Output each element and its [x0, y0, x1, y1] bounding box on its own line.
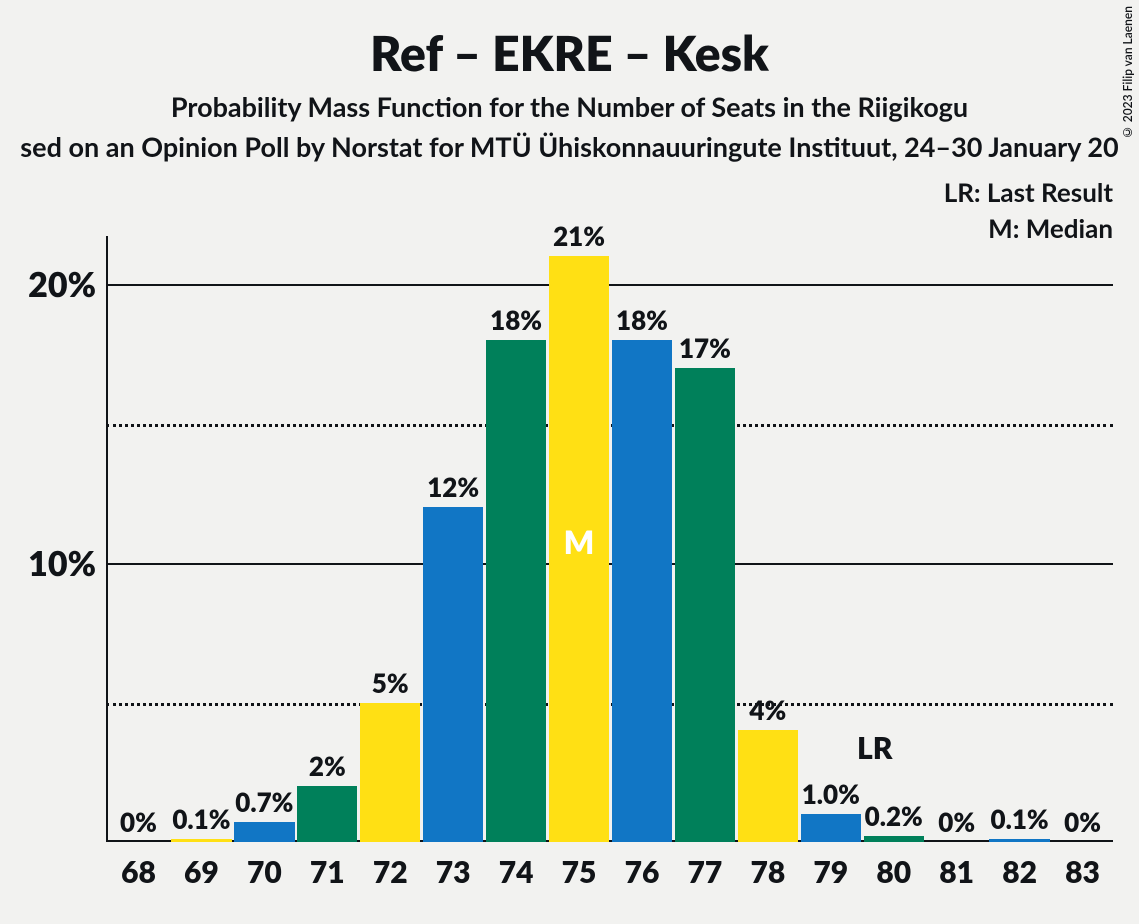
bar	[612, 340, 672, 842]
legend-lr: LR: Last Result	[944, 176, 1113, 208]
bar	[675, 368, 735, 842]
x-tick-label: 71	[297, 854, 357, 890]
x-tick-label: 78	[738, 854, 798, 890]
x-tick-label: 79	[801, 854, 861, 890]
x-tick-label: 77	[675, 854, 735, 890]
chart-subtitle-1: Probability Mass Function for the Number…	[0, 90, 1139, 123]
x-tick-label: 75	[549, 854, 609, 890]
plot-area: 10%20%0%680.1%690.7%702%715%7212%7318%74…	[106, 206, 1113, 842]
x-tick-label: 80	[864, 854, 924, 890]
bar-value-label: 12%	[408, 471, 498, 503]
gridline	[106, 284, 1113, 286]
chart-canvas: Ref – EKRE – Kesk Probability Mass Funct…	[0, 0, 1139, 924]
y-axis	[106, 236, 108, 842]
bar	[989, 839, 1049, 842]
bar-value-label: 18%	[471, 304, 561, 336]
gridline	[106, 424, 1113, 427]
bar	[486, 340, 546, 842]
bar-value-label: 0%	[1038, 806, 1128, 838]
bar	[234, 822, 294, 842]
x-tick-label: 69	[171, 854, 231, 890]
x-tick-label: 81	[927, 854, 987, 890]
x-tick-label: 82	[990, 854, 1050, 890]
y-tick-label: 10%	[8, 543, 96, 584]
lr-marker: LR	[857, 730, 892, 766]
gridline	[106, 703, 1113, 706]
gridline	[106, 563, 1113, 565]
x-tick-label: 83	[1053, 854, 1113, 890]
median-marker: M	[549, 522, 609, 561]
bar-value-label: 4%	[723, 694, 813, 726]
x-tick-label: 73	[423, 854, 483, 890]
chart-title: Ref – EKRE – Kesk	[0, 25, 1139, 82]
bar-value-label: 21%	[534, 220, 624, 252]
bar	[297, 786, 357, 842]
x-tick-label: 70	[234, 854, 294, 890]
x-tick-label: 74	[486, 854, 546, 890]
bar-value-label: 17%	[660, 332, 750, 364]
y-tick-label: 20%	[8, 264, 96, 305]
copyright-text: © 2023 Filip van Laenen	[1120, 6, 1135, 140]
chart-subtitle-2: sed on an Opinion Poll by Norstat for MT…	[0, 130, 1139, 163]
x-tick-label: 76	[612, 854, 672, 890]
bar-value-label: 0.7%	[219, 786, 309, 818]
bar	[360, 703, 420, 842]
bar-value-label: 5%	[345, 667, 435, 699]
bar-value-label: 2%	[282, 750, 372, 782]
bar	[171, 839, 231, 842]
x-tick-label: 72	[360, 854, 420, 890]
bar	[423, 507, 483, 842]
x-tick-label: 68	[108, 854, 168, 890]
